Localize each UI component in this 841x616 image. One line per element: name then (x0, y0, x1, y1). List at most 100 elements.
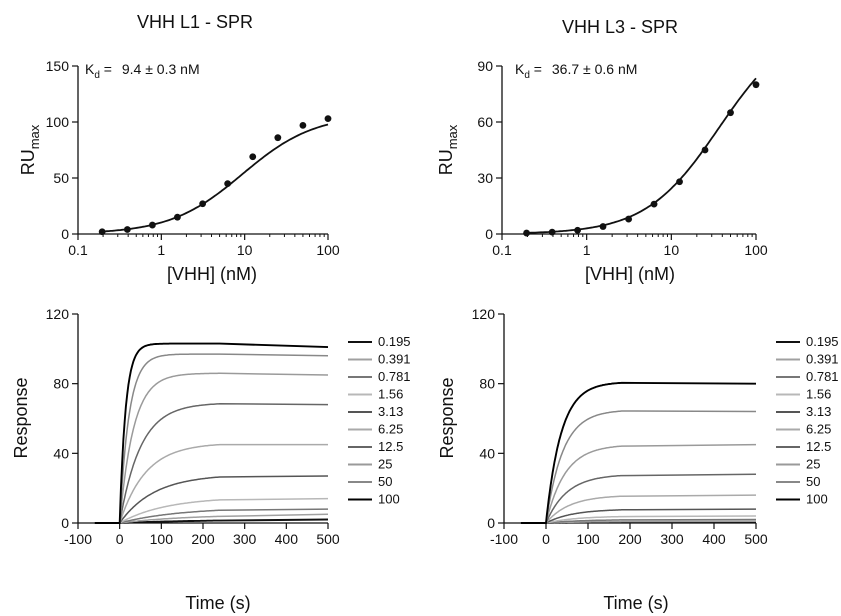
x-tick-label: 500 (316, 531, 340, 547)
x-tick-label: -100 (64, 531, 92, 547)
series-line (94, 403, 329, 524)
legend-label: 12.5 (378, 439, 403, 454)
y-tick-label: 100 (46, 114, 70, 130)
data-point (701, 146, 709, 154)
data-point (727, 109, 734, 117)
legend-label: 6.25 (378, 422, 403, 437)
axes: 0 50 100 150 0.1 1 10 100 (46, 58, 340, 258)
legend-label: 100 (806, 492, 828, 507)
x-axis-label: [VHH] (nM) (585, 264, 675, 284)
panel-l3-dose-response: VHH L3 - SPR Kd = 36.7 ± 0.6 nM RUmax [V… (436, 17, 768, 284)
series-line (520, 381, 757, 524)
series-line (94, 443, 328, 524)
y-tick-label: 0 (61, 515, 69, 531)
data-points (98, 115, 332, 236)
legend-label: 25 (378, 457, 392, 472)
y-axis-label: RUmax (436, 124, 460, 175)
x-axis-label: Time (s) (603, 593, 668, 613)
series-line (520, 473, 757, 524)
x-tick-label: 300 (660, 531, 684, 547)
x-tick-label: 200 (618, 531, 642, 547)
legend-label: 0.195 (806, 334, 839, 349)
x-axis-label: [VHH] (nM) (167, 264, 257, 284)
legend-label: 0.195 (378, 334, 411, 349)
series-line (520, 443, 757, 524)
sensorgram-curves (520, 381, 757, 524)
series-line (94, 342, 329, 524)
data-point (98, 228, 106, 236)
data-point (123, 226, 131, 233)
x-axis-label: Time (s) (185, 593, 250, 613)
fit-curve (525, 77, 757, 234)
kd-annotation: Kd = 9.4 ± 0.3 nM (85, 61, 200, 81)
legend-label: 0.391 (806, 352, 839, 367)
legend-label: 25 (806, 457, 820, 472)
legend-label: 3.13 (806, 404, 831, 419)
legend-label: 0.781 (378, 369, 411, 384)
series-line (520, 508, 757, 524)
kd-value: 36.7 ± 0.6 nM (552, 61, 638, 77)
legend-label: 12.5 (806, 439, 831, 454)
data-point (249, 153, 257, 161)
data-point (523, 229, 530, 237)
y-tick-label: 80 (479, 376, 495, 392)
series-line (94, 513, 329, 524)
x-tick-label: 100 (316, 242, 340, 258)
data-point (199, 200, 207, 208)
kd-equals: = (530, 61, 546, 77)
y-tick-label: 90 (477, 58, 493, 74)
data-point (274, 134, 282, 142)
legend-label: 0.781 (806, 369, 839, 384)
y-tick-label: 0 (485, 226, 493, 242)
fit-curve (101, 123, 329, 233)
legend-label: 1.56 (378, 387, 403, 402)
data-point (574, 226, 581, 234)
x-tick-label: 0.1 (492, 242, 512, 258)
data-point (625, 215, 633, 223)
panel-l1-dose-response: VHH L1 - SPR Kd = 9.4 ± 0.3 nM RUmax [VH… (18, 12, 340, 284)
x-tick-label: 100 (576, 531, 600, 547)
data-point (224, 180, 232, 188)
data-points (523, 81, 760, 237)
x-tick-label: 10 (237, 242, 253, 258)
x-tick-label: 100 (150, 531, 174, 547)
chart-title: VHH L1 - SPR (137, 12, 253, 32)
y-tick-label: 80 (53, 376, 69, 392)
data-point (148, 221, 156, 229)
x-tick-label: 1 (157, 242, 165, 258)
kd-value: 9.4 ± 0.3 nM (122, 61, 200, 77)
y-tick-label: 60 (477, 114, 493, 130)
series-line (94, 475, 329, 524)
x-tick-label: 10 (664, 242, 680, 258)
y-tick-label: 0 (61, 226, 69, 242)
kd-equals: = (100, 61, 116, 77)
legend: 0.195 0.391 0.781 1.56 3.13 6.25 12.5 25 50 100 (348, 334, 411, 507)
series-line (94, 353, 329, 524)
x-tick-label: 200 (191, 531, 215, 547)
series-line (94, 497, 329, 524)
data-point (752, 81, 760, 89)
y-axis-label: RUmax (18, 124, 42, 175)
legend-label: 3.13 (378, 404, 403, 419)
y-tick-label: 150 (46, 58, 70, 74)
legend: 0.195 0.391 0.781 1.56 3.13 6.25 12.5 25 50 100 (776, 334, 839, 507)
y-tick-label: 30 (477, 170, 493, 186)
y-axis-label-sub: max (27, 124, 42, 149)
x-tick-label: 0 (116, 531, 124, 547)
data-point (548, 228, 556, 236)
legend-label: 100 (378, 492, 400, 507)
y-axis-label-main: RU (436, 149, 456, 175)
x-tick-label: 100 (744, 242, 768, 258)
sensorgram-curves (94, 342, 329, 524)
x-tick-label: 400 (275, 531, 299, 547)
kd-symbol: K (515, 61, 525, 77)
fit-line (101, 123, 329, 233)
y-tick-label: 40 (53, 445, 69, 461)
x-tick-label: 1 (583, 242, 591, 258)
y-tick-label: 120 (472, 306, 496, 322)
